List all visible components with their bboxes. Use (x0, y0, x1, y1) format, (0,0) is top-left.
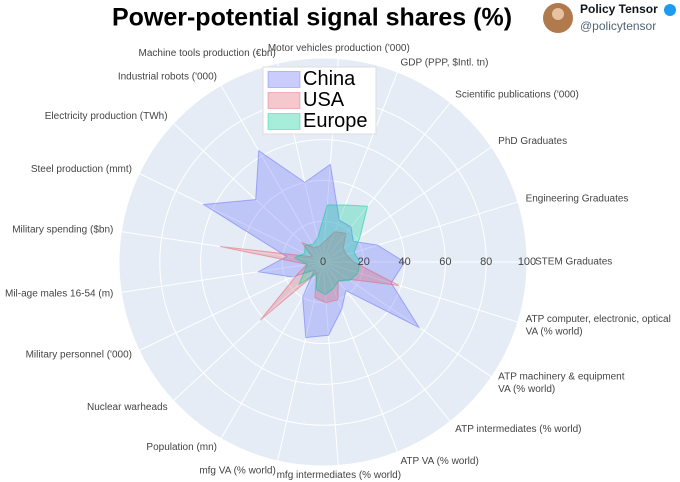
radial-tick-label: 100 (518, 256, 536, 268)
category-label: Engineering Graduates (526, 194, 629, 205)
avatar-face (552, 8, 564, 20)
radial-tick-label: 0 (320, 256, 326, 268)
angular-grid-line (322, 261, 492, 378)
legend-label: China (303, 68, 356, 90)
grid-circle (200, 139, 446, 385)
legend-label: Europe (303, 110, 368, 132)
category-label: Motor vehicles production ('000) (268, 43, 410, 54)
angular-grid-line (322, 201, 519, 263)
angular-grid-line (220, 85, 324, 263)
category-label: Nuclear warheads (87, 402, 168, 413)
radial-tick-label: 80 (480, 256, 492, 268)
angular-grid-line (173, 261, 324, 402)
category-label: ATP intermediates (% world) (455, 424, 581, 435)
legend-box (262, 66, 377, 135)
radar-area (293, 204, 369, 296)
angular-grid-line (322, 146, 492, 263)
category-label: mfg VA (% world) (199, 465, 276, 476)
radial-tick-label: 20 (358, 256, 370, 268)
category-label: Mil-age males 16-54 (m) (5, 289, 113, 300)
category-label: mfg intermediates (% world) (277, 470, 401, 481)
legend-swatch (267, 113, 301, 130)
category-label: Population (mn) (146, 442, 217, 453)
category-label: ATP computer, electronic, optical VA (% w… (526, 314, 671, 338)
category-label: Steel production (mmt) (31, 164, 132, 175)
category-label: Electricity production (TWh) (45, 111, 168, 122)
angular-grid-line (322, 102, 451, 263)
radial-tick-label: 40 (398, 256, 410, 268)
angular-grid-line (322, 261, 451, 422)
angular-grid-line (322, 71, 398, 263)
category-label: Military personnel ('000) (26, 349, 132, 360)
legend-swatch (267, 92, 301, 109)
chart-title: Power-potential signal shares (%) (112, 4, 512, 32)
category-label: STEM Graduates (535, 257, 612, 268)
legend-label: USA (303, 89, 345, 111)
category-label: Industrial robots ('000) (118, 71, 217, 82)
category-label: PhD Graduates (498, 136, 567, 147)
angular-grid-line (121, 261, 324, 293)
angular-grid-line (322, 261, 519, 323)
category-label: Machine tools production (€bn) (139, 48, 276, 59)
legend-swatch (267, 71, 301, 88)
angular-grid-line (322, 261, 398, 453)
account-name[interactable]: Policy Tensor (580, 2, 658, 16)
category-label: Scientific publications ('000) (455, 89, 579, 100)
angular-grid-line (173, 122, 324, 263)
account-handle[interactable]: @policytensor (580, 19, 656, 33)
category-label: ATP machinery & equipment VA (% world) (498, 371, 625, 395)
angular-grid-line (220, 261, 324, 439)
radial-tick-label: 60 (439, 256, 451, 268)
category-label: GDP (PPP, $Intl. tn) (400, 57, 488, 68)
radar-area (220, 231, 400, 321)
grid-circle (118, 57, 528, 467)
angular-grid-line (322, 261, 339, 466)
angular-grid-line (138, 173, 324, 263)
category-label: Military spending ($bn) (12, 225, 113, 236)
verified-badge (664, 4, 676, 16)
category-label: ATP VA (% world) (400, 456, 478, 467)
